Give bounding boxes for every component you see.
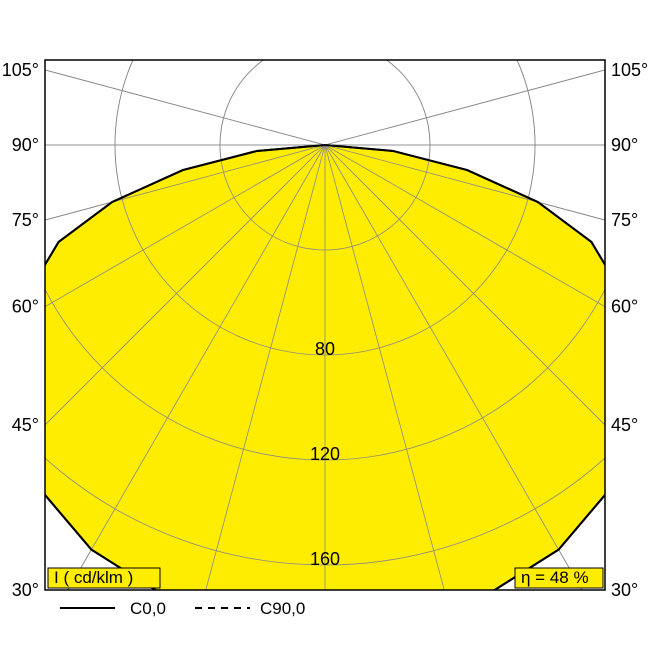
chart-svg: 80 120 160 105° 90° 75° 60° 45° 30° 105° 90° 75° 60°… <box>0 0 650 650</box>
angle-label-right: 45° <box>611 415 638 435</box>
angle-label-left: 45° <box>12 415 39 435</box>
angle-label-left: 90° <box>12 135 39 155</box>
angle-label-left: 30° <box>12 580 39 600</box>
legend-label: C0,0 <box>130 599 166 618</box>
intensity-label: 80 <box>315 339 335 359</box>
intensity-label: 120 <box>310 444 340 464</box>
angle-label-left: 60° <box>12 297 39 317</box>
angle-label-right: 30° <box>611 580 638 600</box>
unit-label: I ( cd/klm ) <box>54 568 133 587</box>
angle-label-right: 60° <box>611 297 638 317</box>
polar-chart: 80 120 160 105° 90° 75° 60° 45° 30° 105° 90° 75° 60°… <box>0 0 650 650</box>
angle-label-right: 90° <box>611 135 638 155</box>
angle-label-right: 105° <box>611 60 648 80</box>
eta-label: η = 48 % <box>521 568 589 587</box>
angle-label-right: 75° <box>611 210 638 230</box>
angle-label-left: 105° <box>2 60 39 80</box>
angle-label-left: 75° <box>12 210 39 230</box>
legend-label: C90,0 <box>260 599 305 618</box>
intensity-label: 160 <box>310 549 340 569</box>
